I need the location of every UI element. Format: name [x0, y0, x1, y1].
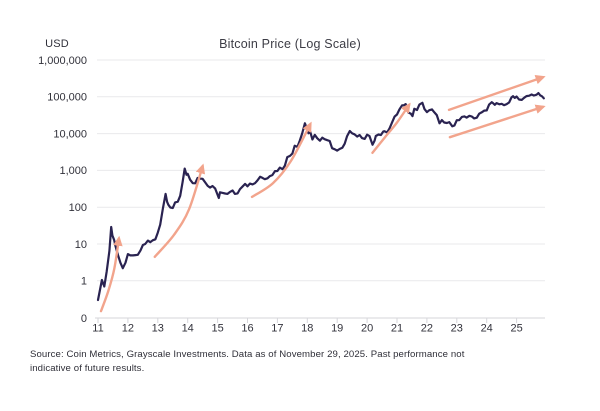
- x-tick-label: 25: [510, 323, 522, 335]
- source-note-line1: Source: Coin Metrics, Grayscale Investme…: [30, 349, 465, 360]
- chart-title: Bitcoin Price (Log Scale): [219, 37, 361, 51]
- x-tick-label: 13: [152, 323, 164, 335]
- y-tick-label: 1,000,000: [38, 55, 87, 67]
- y-tick-label: 10: [75, 239, 87, 251]
- bull-run-arrow: [153, 163, 206, 258]
- x-tick-label: 22: [421, 323, 433, 335]
- x-tick-label: 11: [92, 323, 103, 335]
- x-tick-label: 18: [301, 323, 313, 335]
- x-tick-label: 16: [241, 323, 253, 335]
- y-tick-label: 0: [81, 313, 87, 325]
- trend-arrows: [99, 75, 546, 313]
- y-tick-label: 1,000: [59, 165, 87, 177]
- y-tick-label: 10,000: [53, 128, 87, 140]
- x-tick-label: 17: [271, 323, 283, 335]
- trend-channel-arrow: [447, 75, 546, 112]
- x-tick-label: 19: [331, 323, 343, 335]
- x-tick-label: 20: [361, 323, 373, 335]
- x-axis: 11 12 13 14 15 16 17 18 19 20 21 22 23 24 25: [92, 317, 545, 335]
- y-tick-label: 1: [81, 276, 87, 288]
- x-tick-label: 12: [122, 323, 134, 335]
- x-tick-label: 23: [451, 323, 463, 335]
- y-tick-label: 100: [69, 202, 87, 214]
- x-tick-label: 14: [182, 323, 194, 335]
- source-note: Source: Coin Metrics, Grayscale Investme…: [30, 348, 570, 376]
- bitcoin-price-line: [96, 92, 545, 302]
- trend-channel-arrow: [448, 104, 546, 139]
- x-tick-label: 15: [211, 323, 223, 335]
- chart-canvas: USD Bitcoin Price (Log Scale) 1,000,000 1…: [38, 37, 546, 335]
- y-axis-unit-label: USD: [45, 38, 69, 50]
- y-tick-label: 100,000: [47, 92, 87, 104]
- source-note-line2: indicative of future results.: [30, 363, 145, 374]
- x-tick-label: 21: [391, 323, 403, 335]
- bull-run-arrow: [250, 121, 312, 199]
- x-tick-label: 24: [481, 323, 493, 335]
- bull-run-arrow: [371, 102, 411, 154]
- bull-run-arrow: [99, 235, 123, 313]
